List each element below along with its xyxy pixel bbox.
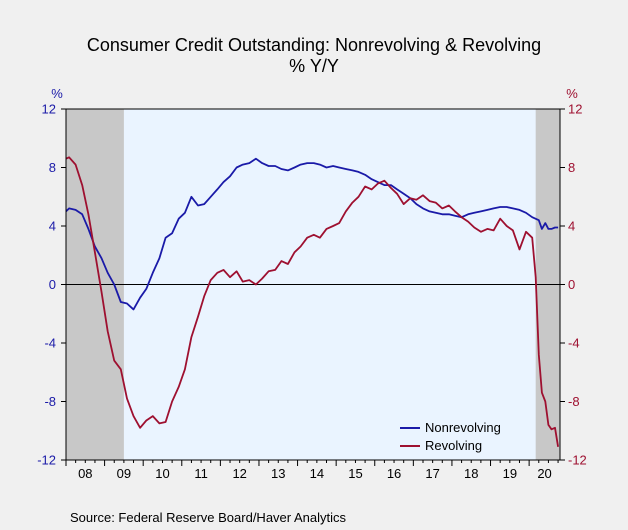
x-tick-label: 13 [271,466,285,481]
right-tick-label: -8 [568,394,580,409]
left-tick-label: 0 [49,277,56,292]
legend-label-nonrevolving: Nonrevolving [425,420,501,435]
x-tick-label: 16 [387,466,401,481]
left-tick-label: 12 [42,102,56,117]
left-axis-unit: % [51,86,63,101]
series-lines [65,156,559,447]
right-tick-label: -12 [568,453,587,468]
right-tick-label: 12 [568,102,582,117]
right-tick-label: 4 [568,219,575,234]
series-line-nonrevolving [65,157,559,311]
x-tick-label: 11 [194,466,208,481]
right-axis: 12 8 4 0 -4 -8 -12 [560,102,587,468]
left-tick-label: -12 [37,453,56,468]
source-note: Source: Federal Reserve Board/Haver Anal… [70,510,347,525]
right-axis-unit: % [566,86,578,101]
right-tick-label: 0 [568,277,575,292]
series-line-revolving [65,156,559,447]
chart-subtitle: % Y/Y [289,56,339,76]
legend: Nonrevolving Revolving [400,420,501,453]
x-tick-label: 17 [425,466,439,481]
left-tick-label: 4 [49,219,56,234]
x-tick-label: 18 [464,466,478,481]
right-tick-label: 8 [568,160,575,175]
right-tick-label: -4 [568,336,580,351]
x-tick-label: 20 [537,466,551,481]
x-tick-label: 19 [503,466,517,481]
x-tick-label: 12 [232,466,246,481]
x-tick-label: 09 [117,466,131,481]
x-axis: 08 09 10 11 12 13 14 15 16 17 18 19 20 [65,460,559,481]
legend-label-revolving: Revolving [425,438,482,453]
left-tick-label: 8 [49,160,56,175]
chart-title: Consumer Credit Outstanding: Nonrevolvin… [87,35,541,55]
x-tick-label: 14 [310,466,324,481]
x-tick-label: 10 [155,466,169,481]
left-axis: 12 8 4 0 -4 -8 -12 [37,102,66,468]
x-tick-label: 08 [78,466,92,481]
x-tick-label: 15 [348,466,362,481]
left-tick-label: -4 [44,336,56,351]
left-tick-label: -8 [44,394,56,409]
